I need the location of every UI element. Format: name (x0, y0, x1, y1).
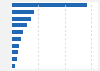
Bar (12, 37, 21, 41)
Bar (12, 3, 87, 7)
Bar (12, 30, 23, 34)
Bar (12, 17, 30, 21)
Bar (12, 50, 18, 54)
Bar (12, 57, 17, 61)
Bar (12, 44, 19, 47)
Bar (12, 24, 27, 27)
Bar (12, 10, 34, 14)
Bar (12, 64, 15, 68)
